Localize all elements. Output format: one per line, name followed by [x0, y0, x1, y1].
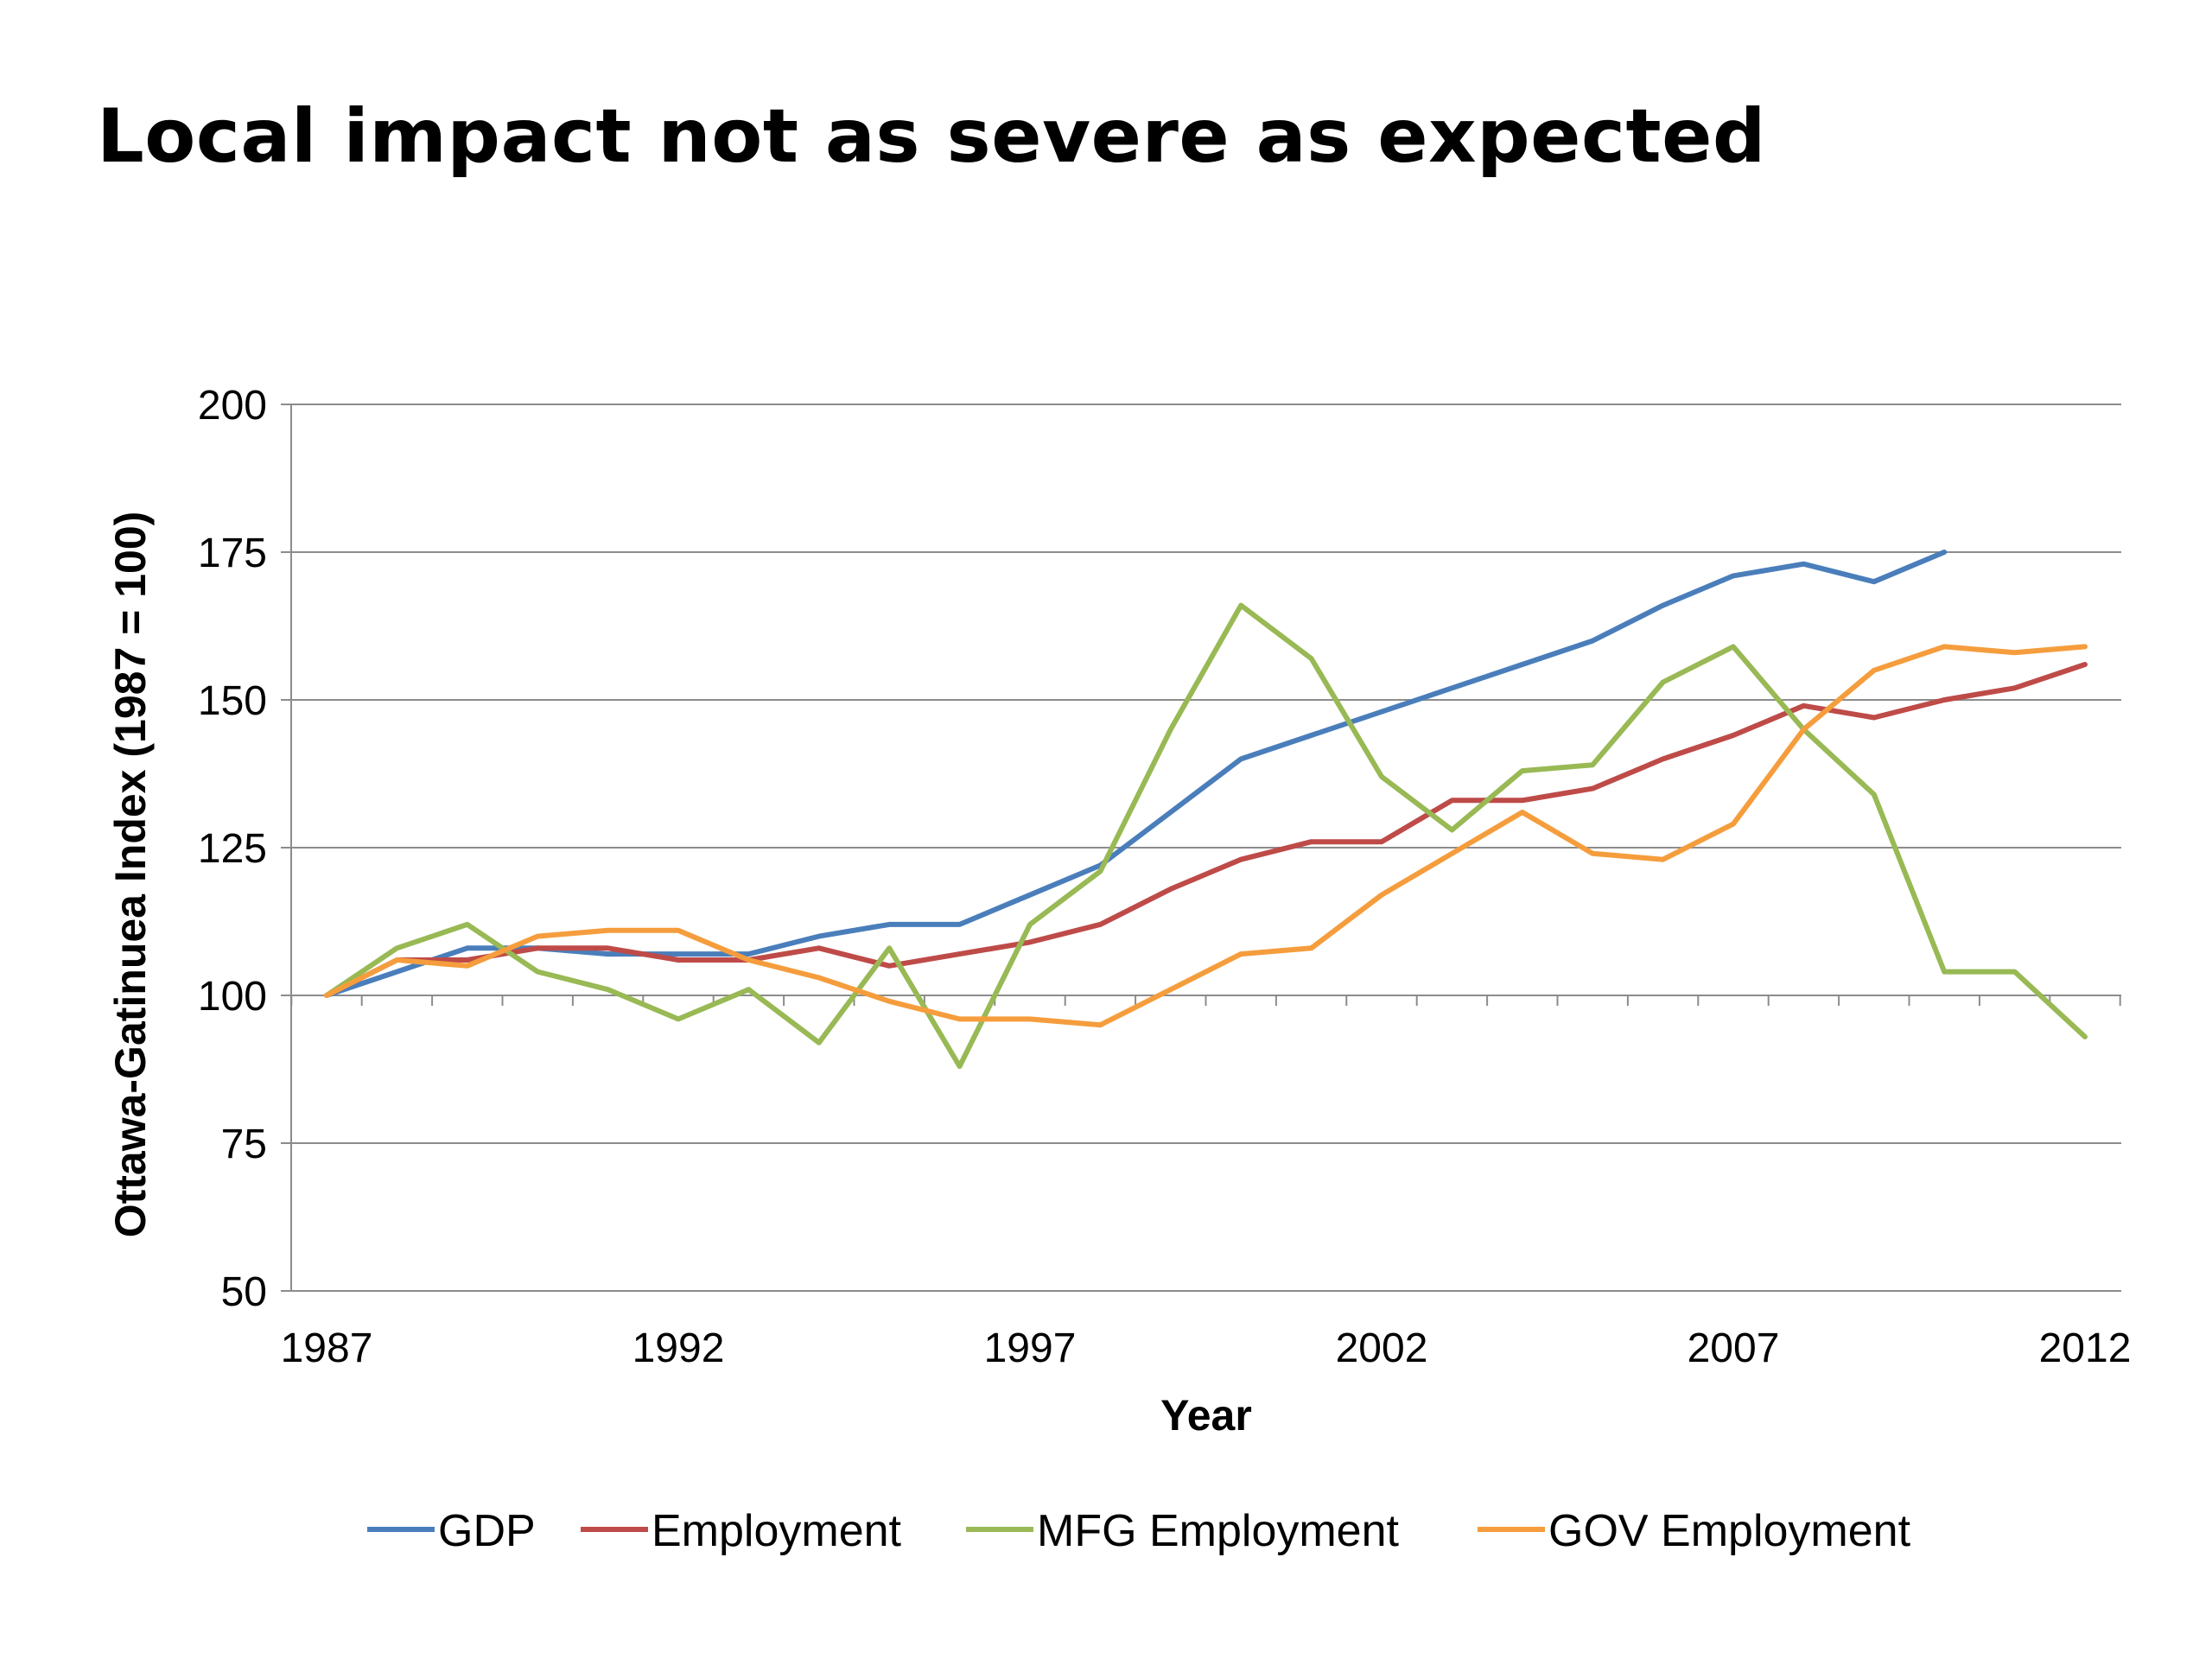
series-line-gdp	[324, 550, 1948, 998]
series-lines	[324, 550, 2088, 1070]
slide-title: Local impact not as severe as expected	[97, 93, 1766, 180]
legend: GDP Employment MFG Employment GOV Employmen…	[367, 1506, 1911, 1556]
y-tick-label: 125	[198, 826, 267, 872]
y-tick-label: 100	[198, 974, 267, 1020]
series-line-gov-employment	[324, 644, 2088, 1028]
y-tick-label: 200	[198, 383, 267, 429]
x-tick-label: 2002	[1336, 1325, 1428, 1371]
legend-label: GOV Employment	[1548, 1506, 1911, 1556]
x-tick-label: 1997	[984, 1325, 1077, 1371]
x-axis-title: Year	[1160, 1391, 1252, 1440]
y-axis-title: Ottawa-Gatinuea Index (1987 = 100)	[106, 512, 155, 1238]
x-tick-label: 2007	[1688, 1325, 1780, 1371]
x-tick-label: 2012	[2039, 1325, 2132, 1371]
y-tick-label: 175	[198, 531, 267, 576]
x-tick-label: 1987	[281, 1325, 373, 1371]
legend-label: Employment	[652, 1506, 902, 1556]
series-line-employment	[324, 662, 2088, 998]
y-tick-label: 75	[221, 1122, 267, 1167]
gridlines	[291, 404, 2121, 1292]
legend-label: MFG Employment	[1037, 1506, 1400, 1556]
x-tick-label: 1992	[632, 1325, 725, 1371]
legend-label: GDP	[438, 1506, 536, 1556]
series-line-mfg-employment	[324, 602, 2088, 1070]
y-tick-label: 50	[221, 1269, 267, 1315]
y-tick-label: 150	[198, 678, 267, 724]
axes	[281, 404, 2121, 1292]
y-tick-labels: 50 75 100 125 150 175 200	[198, 383, 267, 1315]
x-tick-labels: 1987 1992 1997 2002 2007 2012	[281, 1325, 2132, 1371]
